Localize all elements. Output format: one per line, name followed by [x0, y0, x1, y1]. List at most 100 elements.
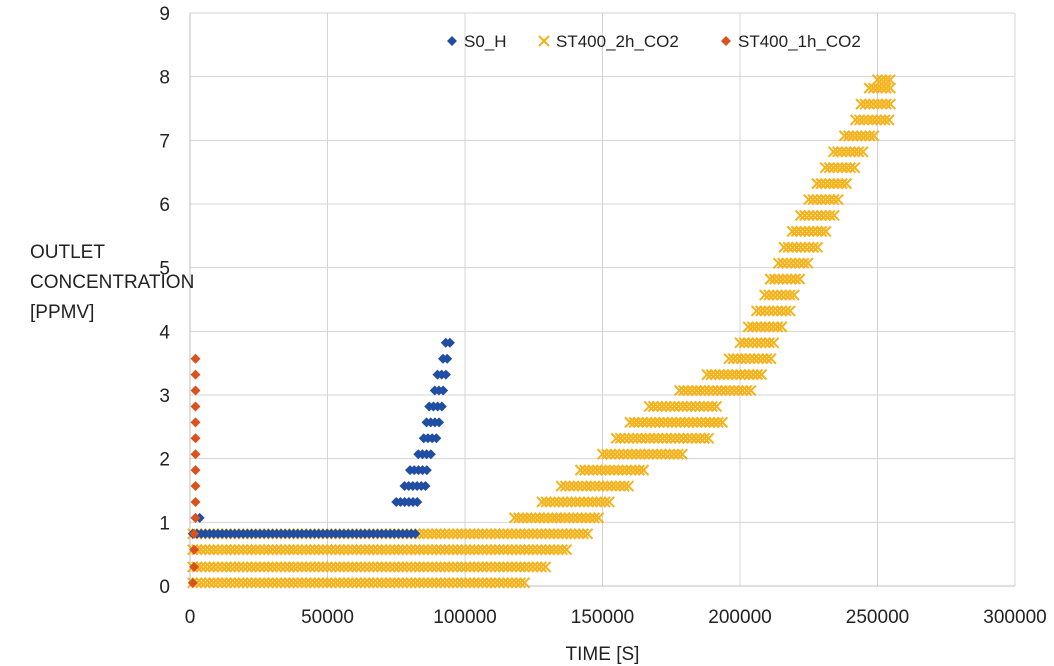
- data-point: [673, 432, 685, 445]
- data-point: [683, 416, 695, 429]
- data-point: [574, 464, 587, 476]
- data-point: [283, 544, 296, 556]
- data-point: [409, 544, 422, 556]
- data-point: [510, 561, 522, 573]
- data-point: [560, 544, 573, 556]
- data-point: [250, 577, 262, 589]
- data-point: [472, 561, 485, 573]
- data-point: [485, 544, 497, 556]
- data-point: [603, 496, 615, 508]
- data-point: [623, 432, 635, 445]
- data-point: [216, 561, 228, 573]
- data-point: [538, 512, 550, 524]
- data-point: [730, 368, 743, 381]
- data-point: [502, 544, 514, 556]
- data-point: [535, 561, 548, 573]
- data-point: [840, 146, 852, 158]
- data-point: [523, 561, 535, 573]
- data-point: [413, 577, 426, 589]
- data-point: [831, 146, 844, 158]
- data-point: [245, 561, 258, 573]
- data-point: [682, 384, 694, 397]
- data-point: [734, 368, 747, 381]
- data-point: [727, 353, 739, 365]
- data-point: [871, 74, 884, 86]
- data-point: [664, 400, 676, 413]
- data-point: [597, 480, 609, 492]
- data-point: [582, 496, 594, 508]
- data-point: [620, 464, 633, 476]
- data-point: [797, 257, 810, 269]
- data-point: [455, 544, 468, 556]
- data-point: [464, 577, 476, 589]
- data-point: [287, 544, 300, 556]
- data-point: [359, 577, 371, 589]
- data-point: [552, 544, 564, 556]
- data-point: [212, 577, 224, 589]
- data-point: [772, 257, 785, 269]
- data-point: [767, 321, 780, 333]
- data-point: [575, 512, 588, 524]
- data-point: [241, 577, 254, 589]
- data-point: [752, 353, 765, 365]
- data-point: [350, 561, 363, 573]
- data-point: [663, 448, 676, 460]
- data-point: [275, 561, 287, 573]
- data-point: [296, 561, 308, 573]
- data-point: [767, 337, 780, 349]
- data-point: [746, 321, 759, 333]
- data-point: [384, 544, 396, 556]
- data-point: [220, 544, 233, 556]
- data-point: [567, 512, 580, 524]
- data-point: [815, 209, 828, 222]
- data-point: [672, 448, 684, 460]
- data-point: [472, 577, 485, 589]
- data-point: [451, 577, 464, 589]
- data-point: [815, 177, 827, 190]
- data-point: [190, 433, 201, 444]
- data-point: [689, 400, 702, 413]
- data-point: [376, 577, 388, 589]
- data-point: [670, 416, 682, 429]
- data-point: [321, 577, 333, 589]
- data-point: [485, 528, 497, 540]
- data-point: [569, 496, 582, 508]
- data-point: [401, 577, 413, 589]
- data-point: [489, 577, 501, 589]
- data-point: [580, 480, 593, 492]
- data-point: [392, 577, 405, 589]
- data-point: [497, 544, 510, 556]
- data-point: [849, 114, 862, 126]
- data-point: [578, 496, 590, 508]
- data-point: [539, 528, 552, 540]
- data-point: [190, 512, 201, 523]
- data-point: [502, 577, 514, 589]
- data-point: [583, 464, 595, 476]
- data-point: [245, 544, 258, 556]
- data-point: [759, 305, 771, 317]
- data-point: [706, 400, 718, 413]
- data-point: [614, 480, 626, 492]
- y-axis-title-line: [PPMV]: [30, 302, 94, 323]
- data-point: [751, 337, 763, 349]
- data-point: [548, 528, 560, 540]
- data-point: [765, 353, 777, 365]
- data-point: [380, 544, 392, 556]
- data-point: [768, 273, 781, 285]
- data-point: [716, 416, 729, 429]
- data-point: [359, 561, 371, 573]
- data-point: [527, 528, 539, 540]
- data-point: [271, 577, 283, 589]
- data-point: [693, 400, 706, 413]
- data-point: [827, 146, 840, 158]
- y-tick-label: 8: [159, 68, 170, 89]
- data-point: [732, 384, 745, 397]
- data-point: [418, 544, 430, 556]
- data-point: [420, 481, 431, 492]
- data-point: [271, 561, 283, 573]
- data-point: [853, 114, 866, 126]
- data-point: [422, 544, 434, 556]
- data-point: [397, 544, 409, 556]
- data-point: [195, 544, 207, 556]
- data-point: [584, 480, 597, 492]
